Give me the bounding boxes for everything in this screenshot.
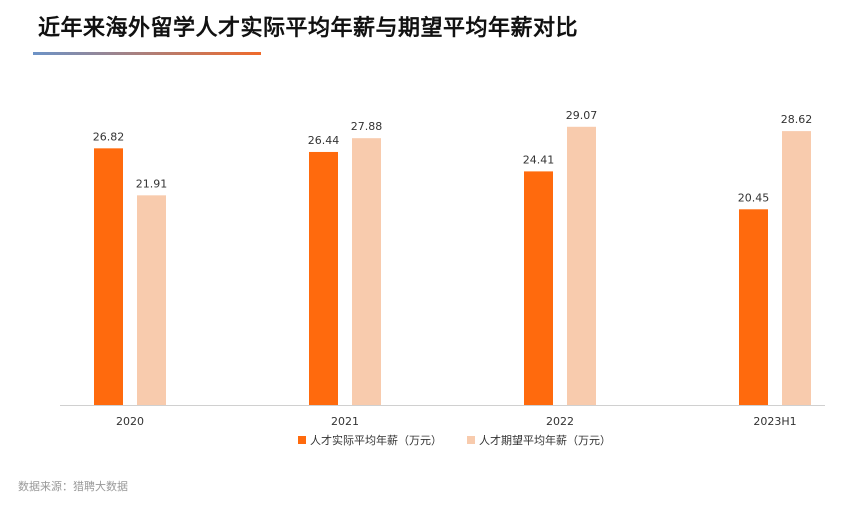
bars-layer: 26.82 21.91 2020 26.44 27.88 2021 24.41 29.07 20…: [93, 109, 813, 428]
bar-actual-2023H1: [739, 209, 768, 405]
bar-expected-2023H1: [782, 131, 811, 405]
legend: 人才实际平均年薪（万元） 人才期望平均年薪（万元）: [298, 433, 611, 447]
bar-expected-2021: [352, 138, 381, 405]
data-label: 28.62: [781, 113, 813, 126]
bar-expected-2022: [567, 126, 596, 405]
legend-swatch: [298, 436, 306, 444]
bar-actual-2020: [94, 148, 123, 406]
legend-label: 人才期望平均年薪（万元）: [479, 433, 611, 447]
x-tick-label: 2021: [331, 415, 359, 428]
x-tick-label: 2022: [546, 415, 574, 428]
data-label: 26.44: [308, 134, 340, 147]
legend-label: 人才实际平均年薪（万元）: [310, 433, 442, 447]
data-label: 29.07: [566, 109, 598, 122]
data-label: 26.82: [93, 130, 125, 143]
chart-title: 近年来海外留学人才实际平均年薪与期望平均年薪对比: [38, 16, 579, 41]
data-source: 数据来源：猎聘大数据: [18, 480, 128, 493]
legend-swatch: [467, 436, 475, 444]
data-label: 24.41: [523, 153, 555, 166]
bar-actual-2021: [309, 151, 338, 405]
title-underline: [33, 52, 261, 55]
x-tick-label: 2023H1: [753, 415, 796, 428]
bar-expected-2020: [137, 195, 166, 405]
data-label: 20.45: [738, 191, 770, 204]
data-label: 21.91: [136, 177, 168, 190]
data-label: 27.88: [351, 120, 383, 133]
bar-actual-2022: [524, 171, 553, 405]
x-tick-label: 2020: [116, 415, 144, 428]
